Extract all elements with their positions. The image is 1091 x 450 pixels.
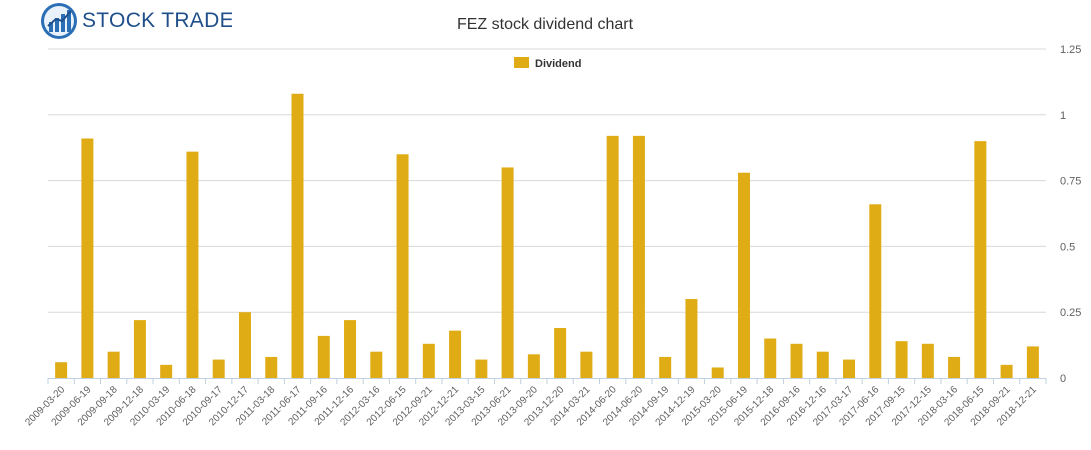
bar[interactable] (1026, 346, 1039, 378)
bar[interactable] (238, 312, 251, 378)
bar[interactable] (527, 354, 540, 378)
x-axis: 2009-03-202009-06-192009-09-182009-12-18… (23, 378, 1047, 428)
logo: STOCK TRADERS (40, 2, 232, 40)
legend[interactable]: Dividend (514, 57, 581, 70)
bar[interactable] (265, 356, 278, 378)
bar[interactable] (160, 364, 173, 378)
legend-swatch (514, 57, 529, 68)
bar[interactable] (843, 359, 856, 378)
bar[interactable] (396, 154, 409, 378)
bar[interactable] (55, 362, 68, 378)
bar[interactable] (186, 151, 199, 378)
bar[interactable] (475, 359, 488, 378)
bar[interactable] (580, 351, 593, 378)
bar[interactable] (81, 138, 94, 378)
bar[interactable] (895, 341, 908, 378)
y-tick-label: 0.75 (1060, 176, 1081, 188)
bar[interactable] (790, 343, 803, 378)
bar[interactable] (606, 135, 619, 378)
bars (55, 93, 1039, 378)
bar[interactable] (501, 167, 514, 378)
bar[interactable] (133, 320, 146, 378)
y-axis-ticks: 0 0.25 0.5 0.75 1 1.25 (1060, 44, 1081, 385)
bar[interactable] (449, 330, 462, 378)
chart-title: FEZ stock dividend chart (457, 16, 634, 33)
bar[interactable] (317, 335, 330, 378)
bar[interactable] (107, 351, 120, 378)
bar[interactable] (921, 343, 934, 378)
y-tick-label: 0.5 (1060, 241, 1075, 253)
bar[interactable] (212, 359, 225, 378)
bar-chart-logo-icon (41, 3, 77, 39)
bar[interactable] (869, 204, 882, 378)
bar[interactable] (737, 172, 750, 378)
bar[interactable] (948, 356, 961, 378)
logo-text: STOCK TRADERS (82, 9, 232, 32)
bar[interactable] (632, 135, 645, 378)
bar[interactable] (974, 141, 987, 378)
bar[interactable] (1000, 364, 1013, 378)
bar[interactable] (291, 93, 304, 378)
legend-label: Dividend (535, 58, 581, 70)
bar[interactable] (816, 351, 829, 378)
bar[interactable] (422, 343, 435, 378)
bar[interactable] (659, 356, 672, 378)
y-tick-label: 1 (1060, 110, 1066, 122)
y-tick-label: 0.25 (1060, 307, 1081, 319)
y-tick-label: 0 (1060, 373, 1066, 385)
bar[interactable] (764, 338, 777, 378)
bar[interactable] (711, 367, 724, 378)
bar[interactable] (685, 299, 698, 378)
bar[interactable] (370, 351, 383, 378)
y-tick-label: 1.25 (1060, 44, 1081, 56)
bar[interactable] (344, 320, 357, 378)
bar[interactable] (554, 327, 567, 378)
